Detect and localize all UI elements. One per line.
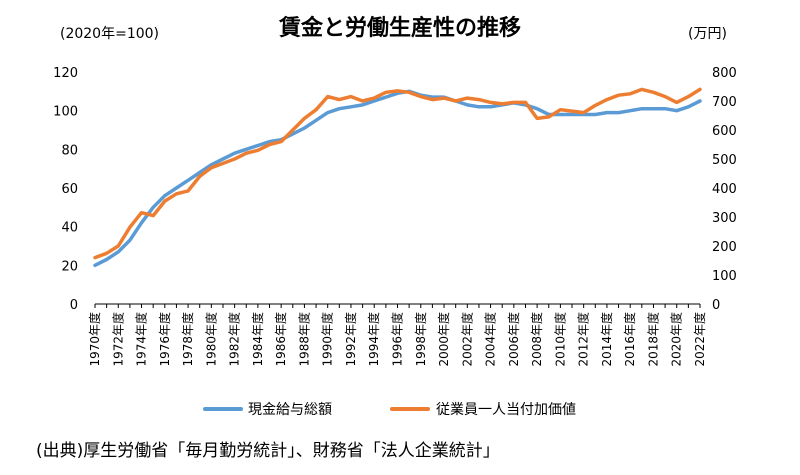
right-tick-label: 500 bbox=[712, 153, 737, 168]
left-tick-label: 20 bbox=[61, 259, 78, 274]
value-added-series-line bbox=[93, 87, 702, 260]
x-tick-label: 1976年度 bbox=[157, 312, 172, 367]
x-tick-label: 2018年度 bbox=[645, 312, 660, 367]
left-tick-label: 40 bbox=[61, 221, 78, 236]
x-tick-label: 2016年度 bbox=[622, 312, 637, 367]
x-tick-label: 1990年度 bbox=[320, 312, 335, 367]
right-tick-label: 300 bbox=[712, 211, 737, 226]
x-tick-label: 2008年度 bbox=[529, 312, 544, 367]
x-tick-label: 2022年度 bbox=[692, 312, 707, 367]
x-tick-label: 2002年度 bbox=[459, 312, 474, 367]
right-axis-unit: (万円) bbox=[688, 26, 727, 42]
right-tick-label: 400 bbox=[712, 182, 737, 197]
x-tick-label: 2010年度 bbox=[552, 312, 567, 367]
x-tick-label: 1986年度 bbox=[273, 312, 288, 367]
x-tick-label: 1972年度 bbox=[110, 312, 125, 367]
x-tick-label: 2014年度 bbox=[599, 312, 614, 367]
x-tick-label: 2004年度 bbox=[483, 312, 498, 367]
x-tick-label: 1998年度 bbox=[413, 312, 428, 367]
right-tick-label: 700 bbox=[712, 95, 737, 110]
x-tick-label: 2020年度 bbox=[669, 312, 684, 367]
x-tick-label: 1978年度 bbox=[180, 312, 195, 367]
left-tick-label: 0 bbox=[70, 298, 78, 313]
left-tick-label: 80 bbox=[61, 143, 78, 158]
x-tick-label: 1980年度 bbox=[203, 312, 218, 367]
right-tick-label: 0 bbox=[712, 298, 720, 313]
x-tick-label: 1996年度 bbox=[390, 312, 405, 367]
x-tick-label: 2012年度 bbox=[576, 312, 591, 367]
x-tick-label: 1970年度 bbox=[87, 312, 102, 367]
left-tick-label: 60 bbox=[61, 182, 78, 197]
x-tick-label: 1974年度 bbox=[134, 312, 149, 367]
x-tick-label: 1988年度 bbox=[296, 312, 311, 367]
x-tick-label: 1982年度 bbox=[227, 312, 242, 367]
legend-label: 従業員一人当付加価値 bbox=[436, 402, 576, 418]
wage-series-line bbox=[93, 89, 702, 268]
right-tick-label: 200 bbox=[712, 240, 737, 255]
x-tick-label: 2000年度 bbox=[436, 312, 451, 367]
left-tick-label: 120 bbox=[53, 66, 78, 81]
x-tick-label: 1994年度 bbox=[366, 312, 381, 367]
chart-title: 賃金と労働生産性の推移 bbox=[278, 16, 521, 41]
x-tick-label: 1984年度 bbox=[250, 312, 265, 367]
x-tick-label: 1992年度 bbox=[343, 312, 358, 367]
left-tick-label: 100 bbox=[53, 105, 78, 120]
source-note: (出典)厚生労働省「毎月勤労統計」、財務省「法人企業統計」 bbox=[36, 441, 500, 461]
left-axis-unit: (2020年=100) bbox=[60, 26, 160, 42]
right-tick-label: 800 bbox=[712, 66, 737, 81]
right-tick-label: 600 bbox=[712, 124, 737, 139]
right-tick-label: 100 bbox=[712, 269, 737, 284]
x-tick-label: 2006年度 bbox=[506, 312, 521, 367]
legend-label: 現金給与総額 bbox=[248, 402, 332, 418]
